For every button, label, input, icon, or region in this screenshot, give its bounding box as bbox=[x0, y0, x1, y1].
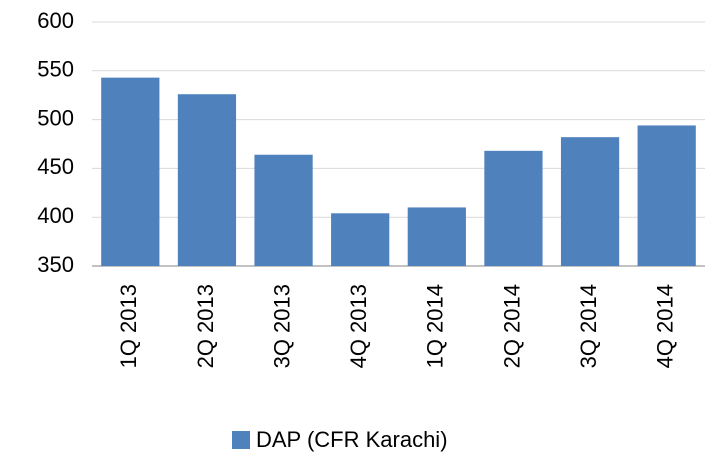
y-tick-label: 400 bbox=[37, 203, 74, 228]
x-tick-label: 1Q 2013 bbox=[116, 284, 141, 368]
x-tick-label: 3Q 2013 bbox=[269, 284, 294, 368]
x-tick-label: 3Q 2014 bbox=[576, 284, 601, 368]
bar bbox=[637, 125, 696, 267]
y-tick-label: 350 bbox=[37, 252, 74, 277]
bar bbox=[254, 154, 313, 266]
x-tick-label: 4Q 2014 bbox=[653, 284, 678, 368]
bar bbox=[101, 77, 160, 266]
x-tick-label: 2Q 2014 bbox=[499, 284, 524, 368]
bar bbox=[331, 213, 390, 266]
legend-label: DAP (CFR Karachi) bbox=[256, 427, 448, 452]
legend-swatch bbox=[232, 431, 250, 449]
y-tick-label: 500 bbox=[37, 105, 74, 130]
x-tick-label: 1Q 2014 bbox=[423, 284, 448, 368]
bar bbox=[407, 207, 466, 266]
y-tick-label: 450 bbox=[37, 154, 74, 179]
bar bbox=[484, 150, 543, 266]
x-tick-label: 4Q 2013 bbox=[346, 284, 371, 368]
y-tick-label: 550 bbox=[37, 57, 74, 82]
x-tick-label: 2Q 2013 bbox=[193, 284, 218, 368]
bar bbox=[560, 137, 620, 266]
y-tick-label: 600 bbox=[37, 8, 74, 33]
bar bbox=[177, 94, 237, 266]
